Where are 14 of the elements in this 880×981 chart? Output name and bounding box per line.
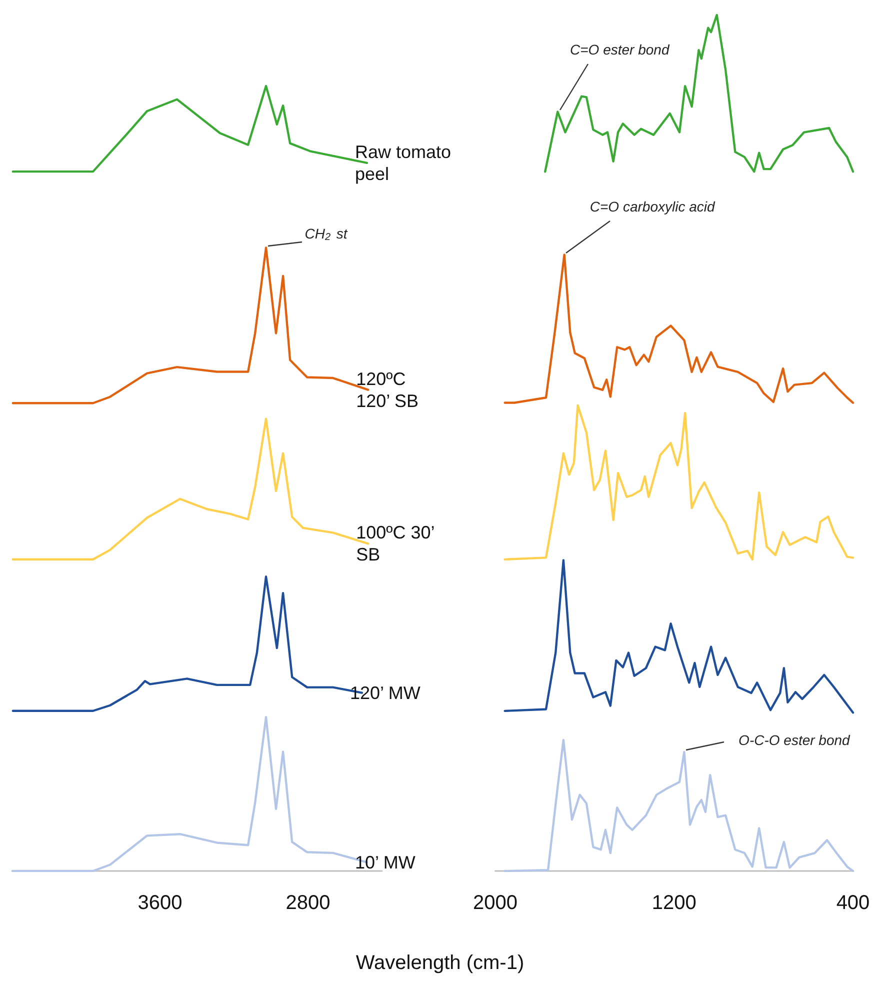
x-tick-label: 3600 bbox=[138, 892, 182, 914]
annotation: C=O carboxylic acid bbox=[590, 198, 716, 215]
x-tick-label: 1200 bbox=[652, 892, 696, 914]
x-axis-title: Wavelength (cm-1) bbox=[356, 952, 524, 974]
x-tick-label: 400 bbox=[836, 892, 870, 914]
x-tick-label: 2000 bbox=[472, 892, 518, 914]
x-tick-label: 2800 bbox=[286, 892, 330, 914]
series-label: 10’ MW bbox=[355, 852, 416, 872]
series-label: 120ºC 120’ SB bbox=[356, 368, 419, 411]
series-label: 120’ MW bbox=[350, 682, 420, 703]
annotation: O-C-O ester bond bbox=[738, 732, 852, 748]
series-label: 100ºC 30’ SB bbox=[356, 522, 440, 565]
series-label: Raw tomato peel bbox=[355, 142, 456, 184]
annotation: C=O ester bond bbox=[570, 42, 670, 58]
